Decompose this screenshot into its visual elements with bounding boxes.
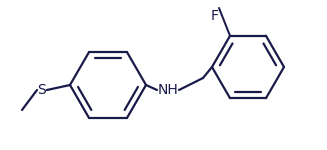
Text: NH: NH bbox=[158, 83, 178, 97]
Text: F: F bbox=[211, 9, 219, 23]
Text: S: S bbox=[38, 83, 46, 97]
